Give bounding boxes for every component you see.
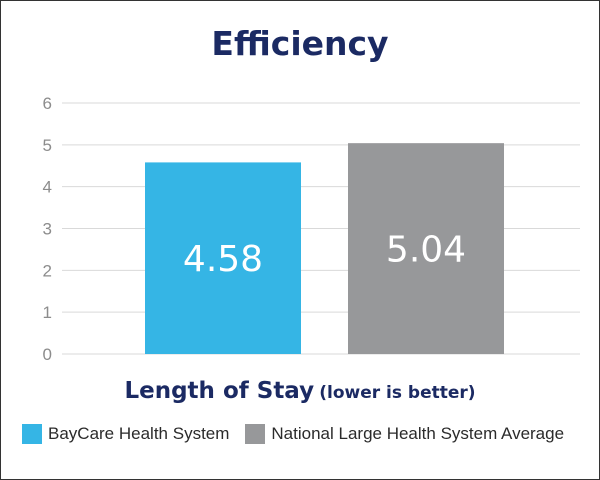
bar-0	[145, 162, 301, 354]
bar-1	[348, 143, 504, 354]
chart-title: Efficiency	[211, 24, 389, 63]
bar-value-label-0: 4.58	[183, 239, 263, 280]
y-tick-label-3: 3	[43, 220, 52, 239]
y-tick-label-2: 2	[43, 261, 52, 280]
legend-label-baycare: BayCare Health System	[48, 424, 230, 443]
y-tick-label-5: 5	[43, 136, 52, 155]
y-tick-label-1: 1	[43, 303, 52, 322]
y-tick-label-6: 6	[43, 94, 52, 113]
legend-item-baycare: BayCare Health System	[22, 424, 229, 444]
x-axis-label: Length of Stay	[124, 378, 315, 404]
bars	[145, 143, 504, 354]
bar-value-labels: 4.58 5.04	[183, 230, 466, 281]
legend-label-national: National Large Health System Average	[271, 424, 565, 443]
y-axis-ticks: 0 1 2 3 4 5 6	[43, 94, 52, 364]
legend: BayCare Health System National Large Hea…	[22, 423, 564, 445]
y-tick-label-4: 4	[43, 178, 52, 197]
legend-swatch-baycare	[22, 424, 42, 444]
y-tick-label-0: 0	[43, 345, 52, 364]
legend-swatch-national	[245, 424, 266, 444]
x-axis-note: (lower is better)	[319, 383, 476, 403]
x-axis-title: Length of Stay (lower is better)	[0, 378, 600, 404]
bar-value-label-1: 5.04	[386, 230, 466, 271]
legend-item-national: National Large Health System Average	[245, 424, 564, 444]
